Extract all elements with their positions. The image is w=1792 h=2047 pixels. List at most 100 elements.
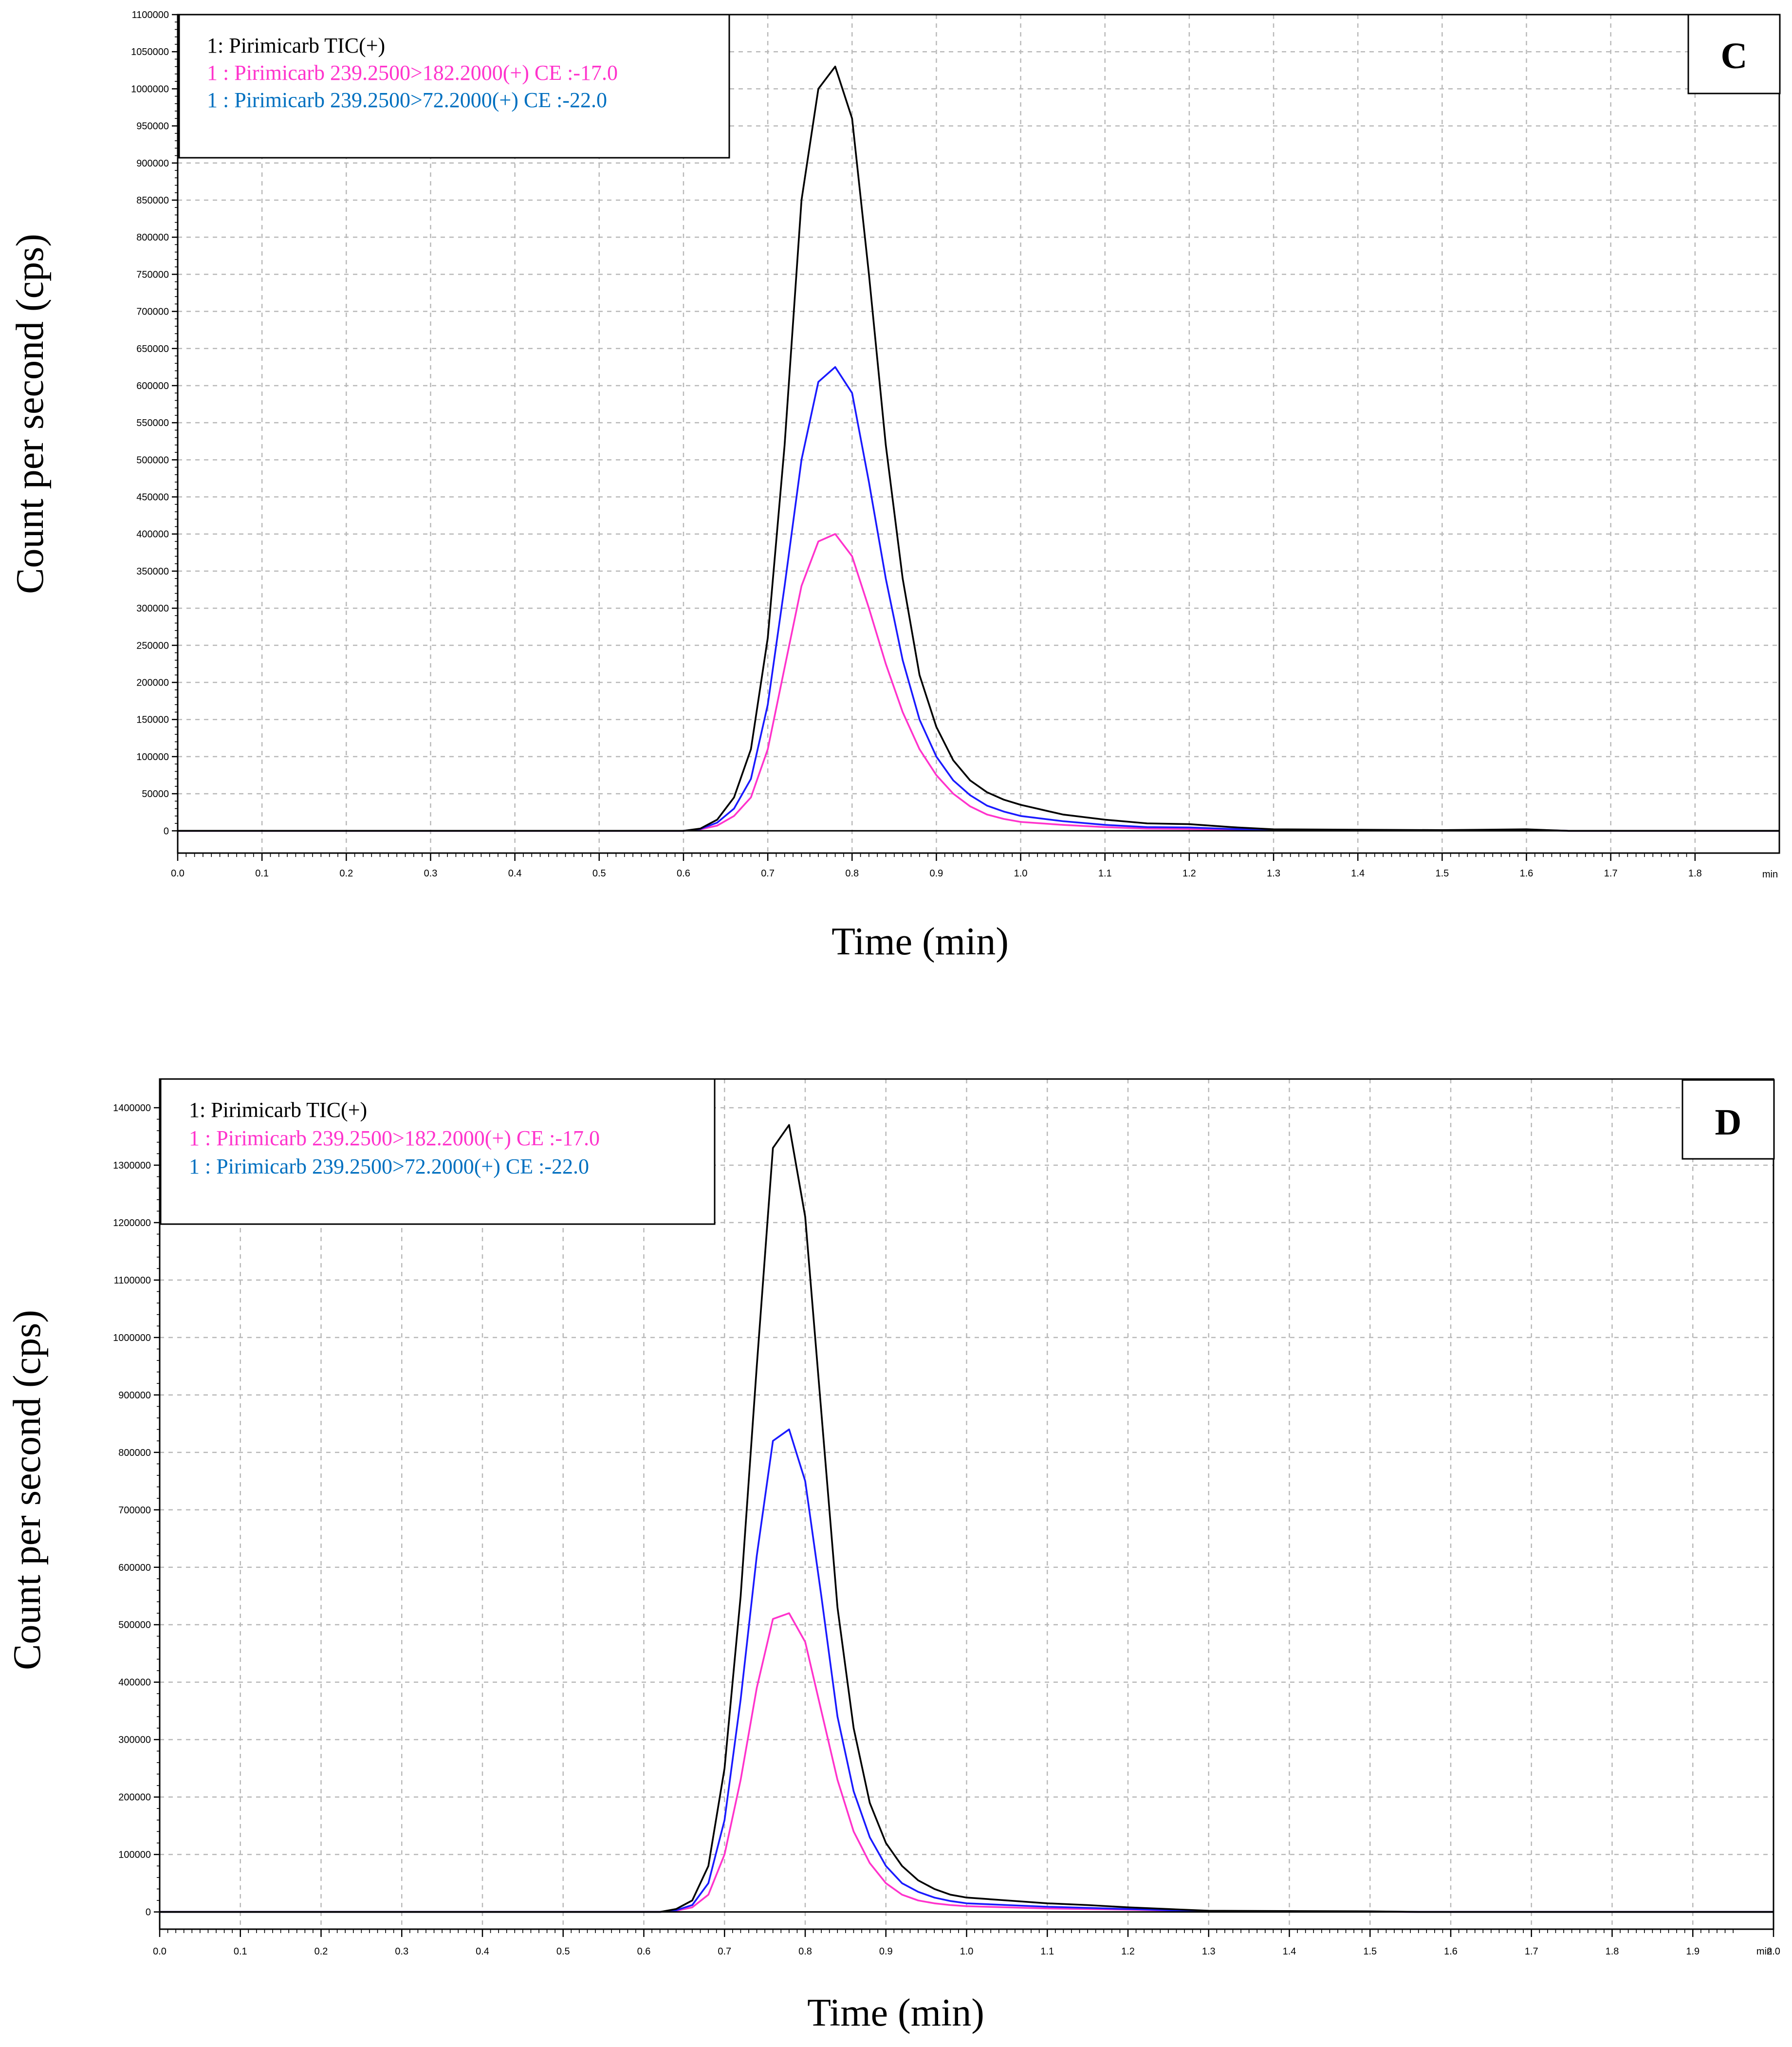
y-tick-label: 900000 [136,158,169,169]
panel-label-box-d [1681,1079,1775,1160]
y-tick-label: 550000 [136,418,169,428]
y-tick-label: 1200000 [113,1218,151,1228]
legend-d: 1: Pirimicarb TIC(+) 1 : Pirimicarb 239.… [160,1078,716,1225]
panel-label-box-c [1687,14,1781,94]
x-unit-label-c: min [1762,869,1778,880]
x-tick-label: 1.3 [1202,1946,1216,1957]
legend-tic-c: 1: Pirimicarb TIC(+) [207,34,385,57]
y-tick-label: 50000 [142,789,169,800]
y-tick-label: 400000 [136,529,169,540]
legend-qual-d: 1 : Pirimicarb 239.2500>72.2000(+) CE :-… [189,1154,589,1178]
x-tick-label: 0.2 [314,1946,328,1957]
x-axis-title-c: Time (min) [831,920,1009,963]
legend-quant-c: 1 : Pirimicarb 239.2500>182.2000(+) CE :… [207,61,618,85]
axes-c [172,14,1780,861]
y-tick-label: 1100000 [114,1275,151,1286]
y-tick-label: 0 [164,826,169,837]
y-axis-title-c: Count per second (cps) [9,234,52,594]
x-tick-label: 0.4 [476,1946,489,1957]
y-tick-label: 0 [146,1907,151,1918]
x-tick-label: 1.4 [1351,868,1365,879]
series-line-tic [160,1124,1774,1913]
x-tick-label: 1.0 [960,1946,974,1957]
y-tick-label: 600000 [118,1563,151,1573]
y-axis-title-d: Count per second (cps) [6,1310,49,1670]
y-tick-label: 600000 [136,381,169,391]
y-tick-label: 1400000 [113,1103,151,1114]
y-tick-label: 800000 [118,1448,151,1458]
x-tick-label: 1.3 [1267,868,1280,879]
x-tick-label: 0.0 [153,1946,166,1957]
x-tick-label: 0.9 [879,1946,893,1957]
y-tick-label: 1000000 [113,1333,151,1343]
x-tick-label: 0.9 [930,868,943,879]
x-tick-label: 0.4 [508,868,522,879]
series-line-tic [178,65,1779,832]
y-tick-label: 500000 [136,455,169,465]
x-tick-label: 0.2 [339,868,353,879]
x-tick-label: 0.6 [677,868,690,879]
y-tick-label: 250000 [136,640,169,651]
plot-frame [177,14,1780,854]
x-tick-label: 1.8 [1606,1946,1619,1957]
y-tick-label: 400000 [118,1677,151,1688]
x-tick-label: 0.8 [845,868,859,879]
x-tick-labels-d: 0.0 0.1 0.2 0.3 0.4 0.5 0.6 0.7 0.8 0.9 1.0 1.1 1.2 1… [153,1946,1780,1957]
legend-c: 1: Pirimicarb TIC(+) 1 : Pirimicarb 239.… [178,14,730,159]
y-tick-label: 200000 [136,678,169,689]
x-tick-label: 0.5 [592,868,606,879]
y-tick-labels-d: 0 100000 200000 300000 400000 500000 600000 700… [113,1103,151,1918]
y-tick-label: 450000 [136,492,169,503]
y-tick-labels-c: 0 50000 100000 150000 200000 250000 300000 3500… [131,10,169,837]
y-tick-label: 500000 [118,1620,151,1631]
x-tick-label: 0.7 [761,868,775,879]
panel-label-d: D [1715,1102,1742,1143]
x-tick-label: 1.6 [1520,868,1533,879]
x-tick-label: 1.2 [1182,868,1196,879]
x-tick-labels-c: 0.0 0.1 0.2 0.3 0.4 0.5 0.6 0.7 0.8 0.9 1.0 1.1 1.2 1… [171,868,1702,879]
x-tick-label: 1.6 [1444,1946,1458,1957]
x-tick-label: 0.1 [255,868,269,879]
x-tick-label: 1.7 [1525,1946,1538,1957]
legend-quant-d: 1 : Pirimicarb 239.2500>182.2000(+) CE :… [189,1126,600,1150]
chart-panel-d: 0 100000 200000 300000 400000 500000 600000 700… [6,1078,1780,2034]
x-tick-label: 1.5 [1363,1946,1377,1957]
x-tick-label: 1.1 [1040,1946,1054,1957]
series-group-d [160,1124,1774,1913]
y-tick-label: 150000 [136,715,169,726]
x-tick-label: 0.1 [234,1946,247,1957]
legend-tic-d: 1: Pirimicarb TIC(+) [189,1098,367,1122]
y-tick-label: 100000 [136,752,169,763]
x-tick-label: 0.7 [718,1946,731,1957]
y-tick-label: 900000 [118,1390,151,1401]
plot-frame [159,1078,1774,1930]
x-tick-label: 0.3 [395,1946,408,1957]
y-tick-label: 700000 [118,1505,151,1516]
y-tick-label: 300000 [136,603,169,614]
chart-panel-c: 0 50000 100000 150000 200000 250000 300000 3500… [9,10,1781,963]
y-tick-label: 1000000 [131,84,169,94]
x-unit-label-d: min [1756,1946,1772,1957]
x-tick-label: 1.0 [1014,868,1028,879]
x-tick-label: 2.0 [1767,1946,1780,1957]
y-tick-label: 650000 [136,344,169,354]
legend-box-c [178,14,730,159]
y-tick-label: 1050000 [131,47,169,57]
y-tick-label: 1300000 [113,1160,151,1171]
x-tick-label: 1.1 [1098,868,1112,879]
x-tick-label: 1.8 [1688,868,1702,879]
series-line-qual [178,366,1779,832]
legend-box-d [160,1078,716,1225]
x-tick-label: 1.4 [1283,1946,1296,1957]
y-tick-label: 100000 [118,1850,151,1861]
y-tick-label: 800000 [136,232,169,243]
y-tick-label: 750000 [136,269,169,280]
x-tick-label: 0.3 [424,868,438,879]
y-tick-label: 1100000 [132,10,169,20]
legend-qual-c: 1 : Pirimicarb 239.2500>72.2000(+) CE :-… [207,88,607,112]
x-tick-label: 0.8 [798,1946,812,1957]
panel-label-c: C [1721,36,1748,76]
x-tick-label: 0.0 [171,868,185,879]
